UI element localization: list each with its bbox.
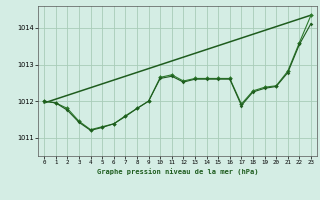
X-axis label: Graphe pression niveau de la mer (hPa): Graphe pression niveau de la mer (hPa) <box>97 168 258 175</box>
